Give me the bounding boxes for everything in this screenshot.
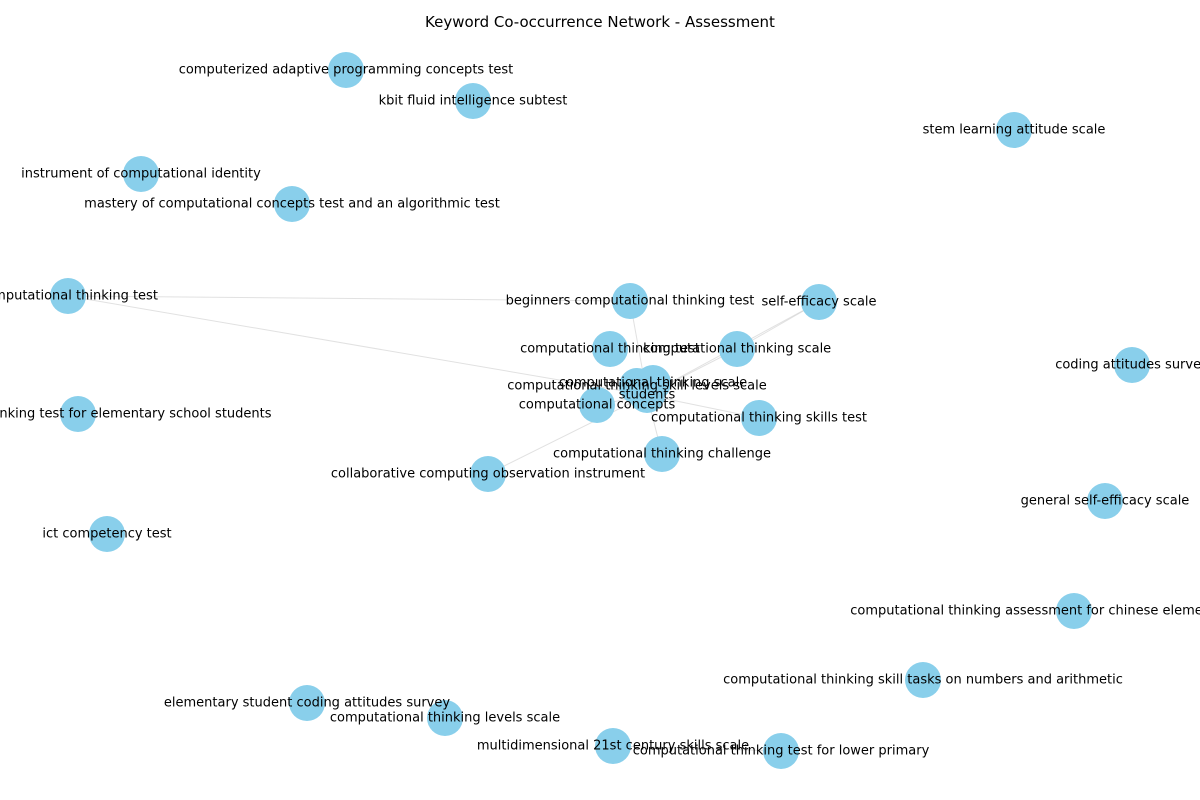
network-node xyxy=(612,283,648,319)
node-label: computational thinking skill tasks on nu… xyxy=(723,673,1123,688)
network-node xyxy=(1056,593,1092,629)
node-label: multidimensional 21st century skills sca… xyxy=(477,739,749,754)
network-edge xyxy=(612,745,782,752)
network-node xyxy=(470,456,506,492)
diagram-title: Keyword Co-occurrence Network - Assessme… xyxy=(425,13,775,31)
node-label: kbit fluid intelligence subtest xyxy=(379,94,568,109)
network-node xyxy=(123,156,159,192)
network-node xyxy=(1114,347,1150,383)
network-node xyxy=(289,685,325,721)
network-node xyxy=(644,436,680,472)
network-node xyxy=(595,728,631,764)
node-label: computational thinking levels scale xyxy=(330,711,560,726)
node-label: collaborative computing observation inst… xyxy=(331,467,645,482)
node-label: computational concepts xyxy=(519,398,676,413)
node-label: computerized adaptive programming concep… xyxy=(179,63,514,78)
node-label: stem learning attitude scale xyxy=(923,123,1106,138)
node-label: mastery of computational concepts test a… xyxy=(84,197,500,212)
network-node xyxy=(763,733,799,769)
nodes-layer: computerized adaptive programming concep… xyxy=(0,52,1200,769)
network-node xyxy=(592,331,628,367)
network-edge xyxy=(67,295,631,302)
node-label: computational thinking test for elementa… xyxy=(0,407,272,422)
network-node xyxy=(328,52,364,88)
node-label: computational thinking test xyxy=(0,289,158,304)
node-label: general self-efficacy scale xyxy=(1021,494,1190,509)
network-node xyxy=(1087,483,1123,519)
network-node xyxy=(629,377,665,413)
network-node xyxy=(741,400,777,436)
node-label: ict competency test xyxy=(42,527,171,542)
network-node xyxy=(996,112,1032,148)
edges-layer xyxy=(67,295,820,752)
network-node xyxy=(455,83,491,119)
node-label: computational thinking assessment for ch… xyxy=(850,604,1200,619)
node-label: instrument of computational identity xyxy=(21,167,261,182)
network-node xyxy=(801,284,837,320)
node-labels: computerized adaptive programming concep… xyxy=(0,63,1200,759)
node-label: computational thinking skill levels scal… xyxy=(507,379,766,394)
node-label: coding attitudes survey xyxy=(1055,358,1200,373)
node-label: beginners computational thinking test xyxy=(506,294,755,309)
network-edge xyxy=(646,394,760,419)
node-label: students xyxy=(619,388,676,403)
node-circles xyxy=(50,52,1150,769)
network-node xyxy=(579,387,615,423)
network-edge xyxy=(487,394,648,475)
network-node xyxy=(905,662,941,698)
node-label: computational thinking scale xyxy=(643,342,831,357)
network-node xyxy=(89,516,125,552)
network-edge xyxy=(67,295,648,396)
node-label: computational thinking scale xyxy=(559,376,747,391)
network-node xyxy=(719,331,755,367)
network-node xyxy=(274,186,310,222)
node-label: elementary student coding attitudes surv… xyxy=(164,696,450,711)
node-label: computational thinking test for lower pr… xyxy=(633,744,930,759)
network-node xyxy=(427,700,463,736)
node-label: computational thinking skills test xyxy=(651,411,867,426)
network-node xyxy=(50,278,86,314)
node-label: computational thinking test xyxy=(520,342,700,357)
network-node xyxy=(60,396,96,432)
node-label: computational thinking challenge xyxy=(553,447,771,462)
node-label: self-efficacy scale xyxy=(761,295,876,310)
